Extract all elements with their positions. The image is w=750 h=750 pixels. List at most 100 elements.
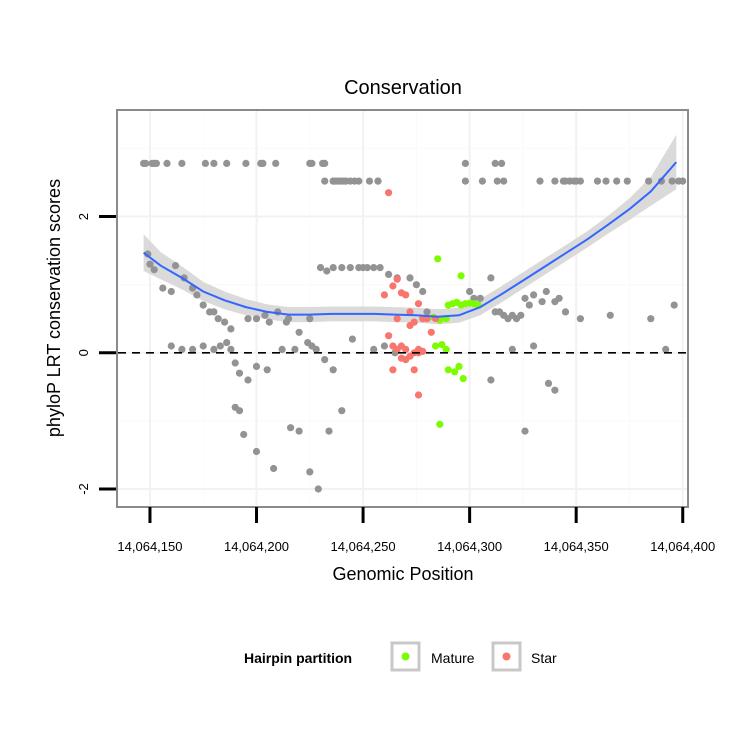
y-tick-label: 2 (76, 213, 91, 220)
legend-label-mature: Mature (431, 650, 475, 666)
data-point (423, 308, 431, 316)
data-point (278, 345, 286, 353)
data-point (434, 255, 442, 263)
data-point (521, 427, 529, 435)
data-point (414, 391, 423, 399)
data-point (476, 294, 484, 302)
data-point (551, 177, 559, 185)
data-point (657, 177, 666, 185)
data-point (419, 287, 427, 296)
data-point (376, 264, 384, 272)
data-point (470, 294, 478, 302)
data-point (323, 267, 331, 275)
y-axis-label: phyloP LRT conservation scores (44, 179, 64, 437)
data-point (451, 368, 459, 376)
data-point (159, 284, 167, 292)
data-point (295, 328, 303, 336)
x-tick-label: 14,064,400 (650, 539, 715, 554)
data-point (167, 287, 175, 296)
data-point (178, 159, 186, 167)
data-point (338, 407, 346, 415)
legend-dot-star (502, 652, 511, 661)
data-point (244, 376, 252, 384)
data-point (363, 264, 371, 272)
data-point (316, 264, 325, 272)
data-point (647, 315, 655, 323)
data-point (325, 427, 333, 435)
data-point (308, 159, 316, 167)
x-tick-label: 14,064,250 (331, 539, 396, 554)
legend-key-star (491, 641, 522, 672)
data-point (493, 177, 501, 185)
data-point (321, 356, 329, 364)
data-point (329, 366, 337, 374)
data-point (374, 177, 382, 185)
data-point (457, 272, 465, 280)
data-point (370, 345, 378, 353)
data-point (389, 366, 397, 374)
x-tick-label: 14,064,200 (224, 539, 289, 554)
data-point (613, 177, 621, 185)
data-point (259, 159, 267, 167)
data-point (321, 159, 329, 167)
data-point (348, 335, 356, 343)
points-layer (140, 159, 687, 493)
data-point (242, 159, 250, 167)
data-point (551, 386, 559, 394)
data-point (370, 264, 378, 272)
data-point (402, 291, 410, 299)
data-point (576, 315, 585, 323)
data-point (402, 345, 410, 353)
data-point (436, 420, 444, 428)
data-point (312, 345, 320, 353)
data-point (393, 315, 401, 323)
legend-label-star: Star (531, 650, 557, 666)
data-point (402, 356, 410, 364)
data-point (210, 345, 218, 353)
data-point (240, 430, 248, 439)
data-point (498, 159, 506, 167)
data-point (252, 362, 261, 370)
data-point (606, 311, 614, 319)
data-point (329, 264, 337, 272)
data-point (214, 315, 222, 323)
legend: Hairpin partition Mature Star (244, 641, 557, 672)
data-point (235, 407, 244, 415)
data-point (189, 345, 197, 353)
data-point (291, 345, 299, 353)
legend-dot-mature (401, 652, 410, 661)
data-point (314, 485, 322, 493)
data-point (270, 464, 278, 473)
data-point (466, 287, 474, 296)
data-point (287, 424, 295, 432)
data-point (261, 311, 269, 319)
data-point (321, 177, 329, 185)
data-point (252, 315, 261, 323)
data-point (201, 159, 209, 167)
data-point (530, 342, 538, 350)
data-point (555, 294, 563, 302)
data-point (542, 287, 550, 296)
data-point (389, 282, 397, 290)
series-mature (429, 255, 482, 428)
data-point (355, 177, 363, 185)
data-point (210, 159, 218, 167)
x-tick-label: 14,064,300 (437, 539, 502, 554)
data-point (385, 189, 393, 197)
data-point (459, 375, 467, 383)
data-point (252, 447, 261, 456)
data-point (223, 339, 231, 347)
data-point (538, 298, 546, 306)
data-point (623, 177, 631, 185)
data-point (414, 300, 423, 308)
data-point (668, 177, 676, 185)
data-point (146, 260, 154, 268)
data-point (150, 266, 158, 274)
data-point (412, 281, 420, 289)
data-point (223, 159, 231, 167)
legend-title: Hairpin partition (244, 650, 352, 666)
data-point (235, 369, 244, 377)
data-point (171, 262, 180, 270)
data-point (431, 342, 440, 350)
data-point (544, 379, 553, 387)
